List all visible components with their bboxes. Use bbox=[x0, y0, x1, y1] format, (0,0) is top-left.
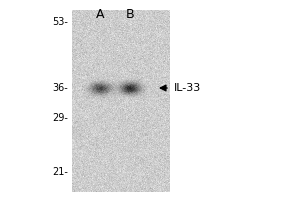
Text: 21-: 21- bbox=[52, 167, 68, 177]
Text: 29-: 29- bbox=[52, 113, 68, 123]
Text: 36-: 36- bbox=[52, 83, 68, 93]
Text: 53-: 53- bbox=[52, 17, 68, 27]
Text: B: B bbox=[126, 8, 134, 21]
Text: IL-33: IL-33 bbox=[174, 83, 201, 93]
Text: A: A bbox=[96, 8, 104, 21]
